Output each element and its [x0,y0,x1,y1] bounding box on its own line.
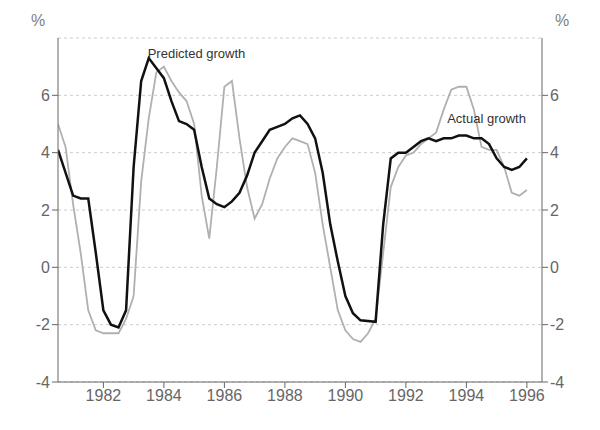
svg-text:4: 4 [41,144,50,161]
svg-text:1990: 1990 [328,387,364,404]
svg-text:1986: 1986 [207,387,243,404]
svg-text:-2: -2 [550,316,564,333]
svg-text:1982: 1982 [86,387,122,404]
svg-text:%: % [555,12,569,29]
svg-text:-2: -2 [36,316,50,333]
svg-text:2: 2 [550,202,559,219]
svg-text:2: 2 [41,202,50,219]
svg-text:4: 4 [550,144,559,161]
svg-text:0: 0 [550,259,559,276]
svg-text:-4: -4 [550,374,564,391]
svg-text:-4: -4 [36,374,50,391]
svg-text:1994: 1994 [449,387,485,404]
svg-text:1988: 1988 [267,387,303,404]
svg-text:1996: 1996 [509,387,545,404]
svg-text:Actual growth: Actual growth [447,111,526,126]
svg-text:6: 6 [41,87,50,104]
svg-text:Predicted growth: Predicted growth [148,46,246,61]
svg-text:6: 6 [550,87,559,104]
svg-text:0: 0 [41,259,50,276]
svg-text:%: % [31,12,45,29]
svg-text:1984: 1984 [146,387,182,404]
svg-text:1992: 1992 [388,387,424,404]
